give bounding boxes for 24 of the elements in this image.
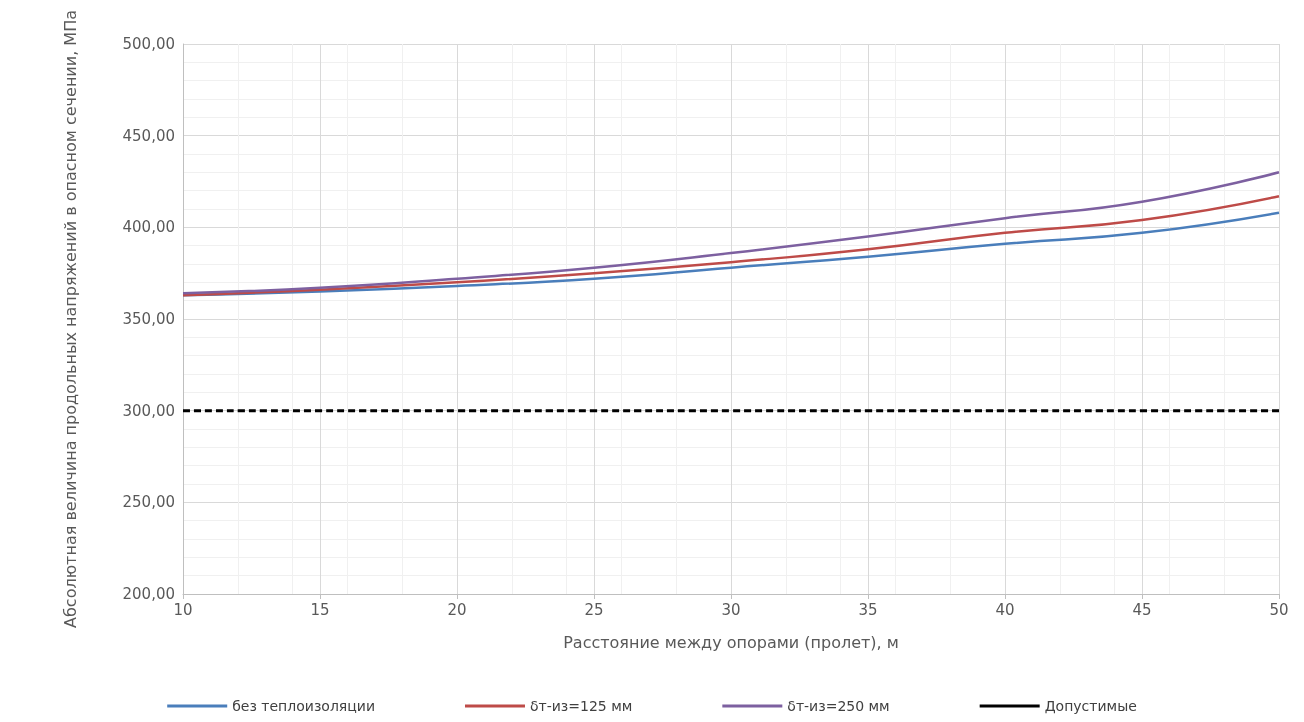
x-axis-title: Расстояние между опорами (пролет), м <box>563 632 899 652</box>
x-tick-label: 10 <box>173 600 193 619</box>
x-tick-label: 20 <box>447 600 467 619</box>
y-tick-label: 350,00 <box>122 310 175 328</box>
y-tick-label: 400,00 <box>122 218 175 237</box>
x-tick-label: 45 <box>1132 600 1152 619</box>
legend-label: без теплоизоляции <box>232 698 375 714</box>
y-tick-label: 250,00 <box>122 493 175 512</box>
y-tick-label: 200,00 <box>122 585 175 603</box>
x-tick-label: 40 <box>995 600 1015 619</box>
x-tick-label: 25 <box>584 600 604 619</box>
y-tick-label: 300,00 <box>122 401 175 420</box>
y-tick-label: 500,00 <box>122 35 175 53</box>
y-axis-title: Абсолютная величина продольных напряжений в опасном сечении, МПа <box>60 10 80 628</box>
x-tick-label: 50 <box>1269 600 1289 619</box>
x-tick-label: 35 <box>858 600 878 619</box>
line-series <box>181 194 1281 297</box>
y-tick-label: 450,00 <box>122 126 175 145</box>
x-tick-label: 30 <box>721 600 741 619</box>
legend-label: Допустимые <box>1044 698 1137 714</box>
line-series <box>181 171 1281 295</box>
legend-label: δт-из=250 мм <box>787 698 890 714</box>
legend-label: δт-из=125 мм <box>529 698 633 714</box>
x-tick-label: 15 <box>310 600 330 619</box>
